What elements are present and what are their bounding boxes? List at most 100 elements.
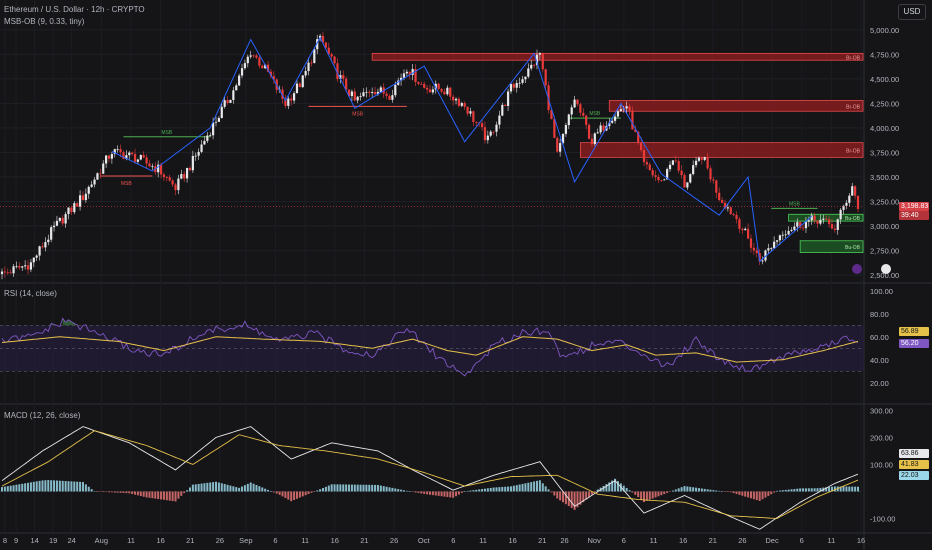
macd-histogram-bar — [359, 484, 362, 492]
macd-histogram-bar — [723, 491, 726, 492]
macd-histogram-bar — [3, 486, 6, 492]
macd-histogram-bar — [38, 480, 41, 492]
candle — [368, 91, 371, 93]
candle — [570, 107, 573, 115]
candle — [579, 104, 582, 113]
candle — [512, 83, 515, 88]
currency-button[interactable]: USD — [898, 4, 926, 20]
macd-histogram-bar — [298, 491, 301, 498]
macd-histogram-bar — [188, 487, 191, 492]
candle — [200, 144, 203, 152]
macd-histogram-bar — [680, 487, 683, 492]
candle — [35, 255, 38, 258]
msb-label: MSB — [352, 111, 364, 117]
macd-histogram-bar — [371, 484, 374, 492]
candle — [576, 99, 579, 105]
candle — [446, 87, 449, 95]
macd-histogram-bar — [634, 491, 637, 495]
macd-histogram-bar — [709, 489, 712, 492]
candle — [773, 241, 776, 249]
candle — [3, 271, 6, 273]
macd-histogram-bar — [764, 491, 767, 498]
candle — [365, 91, 368, 93]
candle — [628, 106, 631, 111]
macd-histogram-bar — [839, 486, 842, 492]
macd-histogram-bar — [113, 491, 116, 493]
macd-histogram-bar — [426, 491, 429, 495]
order-block-bearish — [608, 100, 864, 112]
candle — [298, 83, 301, 88]
macd-histogram-bar — [553, 491, 556, 496]
event-flash-icon[interactable] — [852, 264, 862, 274]
macd-histogram-bar — [15, 484, 18, 492]
candle — [350, 91, 354, 97]
rsi-tick-label: 80.00 — [870, 310, 889, 319]
macd-histogram-bar — [134, 491, 137, 495]
candle — [498, 115, 501, 125]
time-tick-label: 21 — [360, 536, 368, 545]
candle — [223, 100, 226, 107]
candle — [839, 209, 842, 220]
rsi-label: RSI (14, close) — [4, 289, 57, 298]
macd-histogram-bar — [333, 484, 336, 492]
candle — [561, 133, 565, 144]
candle — [99, 173, 102, 175]
candle — [110, 154, 113, 159]
time-tick-label: 11 — [827, 536, 835, 545]
macd-histogram-bar — [758, 491, 761, 501]
macd-histogram-bar — [44, 480, 47, 492]
macd-histogram-bar — [194, 484, 197, 492]
candle — [171, 180, 174, 185]
macd-histogram-bar — [348, 484, 351, 492]
candle — [122, 152, 125, 159]
candle — [385, 93, 388, 96]
macd-histogram-bar — [472, 490, 475, 492]
candle — [535, 54, 539, 65]
candle — [810, 215, 813, 221]
time-tick-label: 21 — [186, 536, 194, 545]
time-tick-label: 14 — [30, 536, 38, 545]
candle — [55, 220, 59, 226]
macd-histogram-bar — [663, 491, 666, 495]
candle — [272, 76, 275, 80]
candle — [587, 124, 591, 139]
candle — [21, 266, 24, 268]
candle — [718, 192, 721, 201]
us-flag-icon[interactable] — [881, 264, 891, 274]
macd-histogram-bar — [512, 485, 515, 492]
candle — [301, 75, 304, 88]
macd-histogram-bar — [446, 491, 449, 498]
candle — [749, 238, 753, 248]
candle — [585, 115, 588, 125]
rsi-ma-value-tag: 56.20 — [899, 339, 929, 348]
candle — [533, 64, 536, 66]
candle — [6, 272, 9, 274]
candle — [264, 64, 267, 69]
macd-histogram-bar — [162, 491, 165, 500]
candle — [556, 137, 559, 152]
candle — [637, 131, 640, 143]
macd-histogram-bar — [376, 484, 379, 492]
macd-histogram-bar — [807, 488, 810, 492]
macd-tick-label: 200.00 — [870, 433, 893, 442]
candle — [177, 178, 180, 191]
candle — [712, 179, 715, 181]
macd-histogram-bar — [122, 491, 125, 493]
candle — [165, 177, 168, 178]
macd-histogram-bar — [602, 485, 605, 492]
time-tick-label: Sep — [239, 536, 252, 545]
rsi-tick-label: 20.00 — [870, 379, 889, 388]
candle — [663, 179, 666, 181]
candle — [486, 135, 489, 141]
macd-histogram-bar — [475, 489, 478, 492]
macd-histogram-bar — [524, 483, 527, 492]
candle — [185, 167, 189, 179]
candle — [457, 98, 461, 106]
candle — [29, 262, 33, 270]
candle — [434, 83, 437, 90]
macd-histogram-bar — [402, 490, 405, 492]
time-tick-label: 11 — [127, 536, 135, 545]
candle — [261, 65, 264, 69]
candle — [640, 142, 643, 150]
